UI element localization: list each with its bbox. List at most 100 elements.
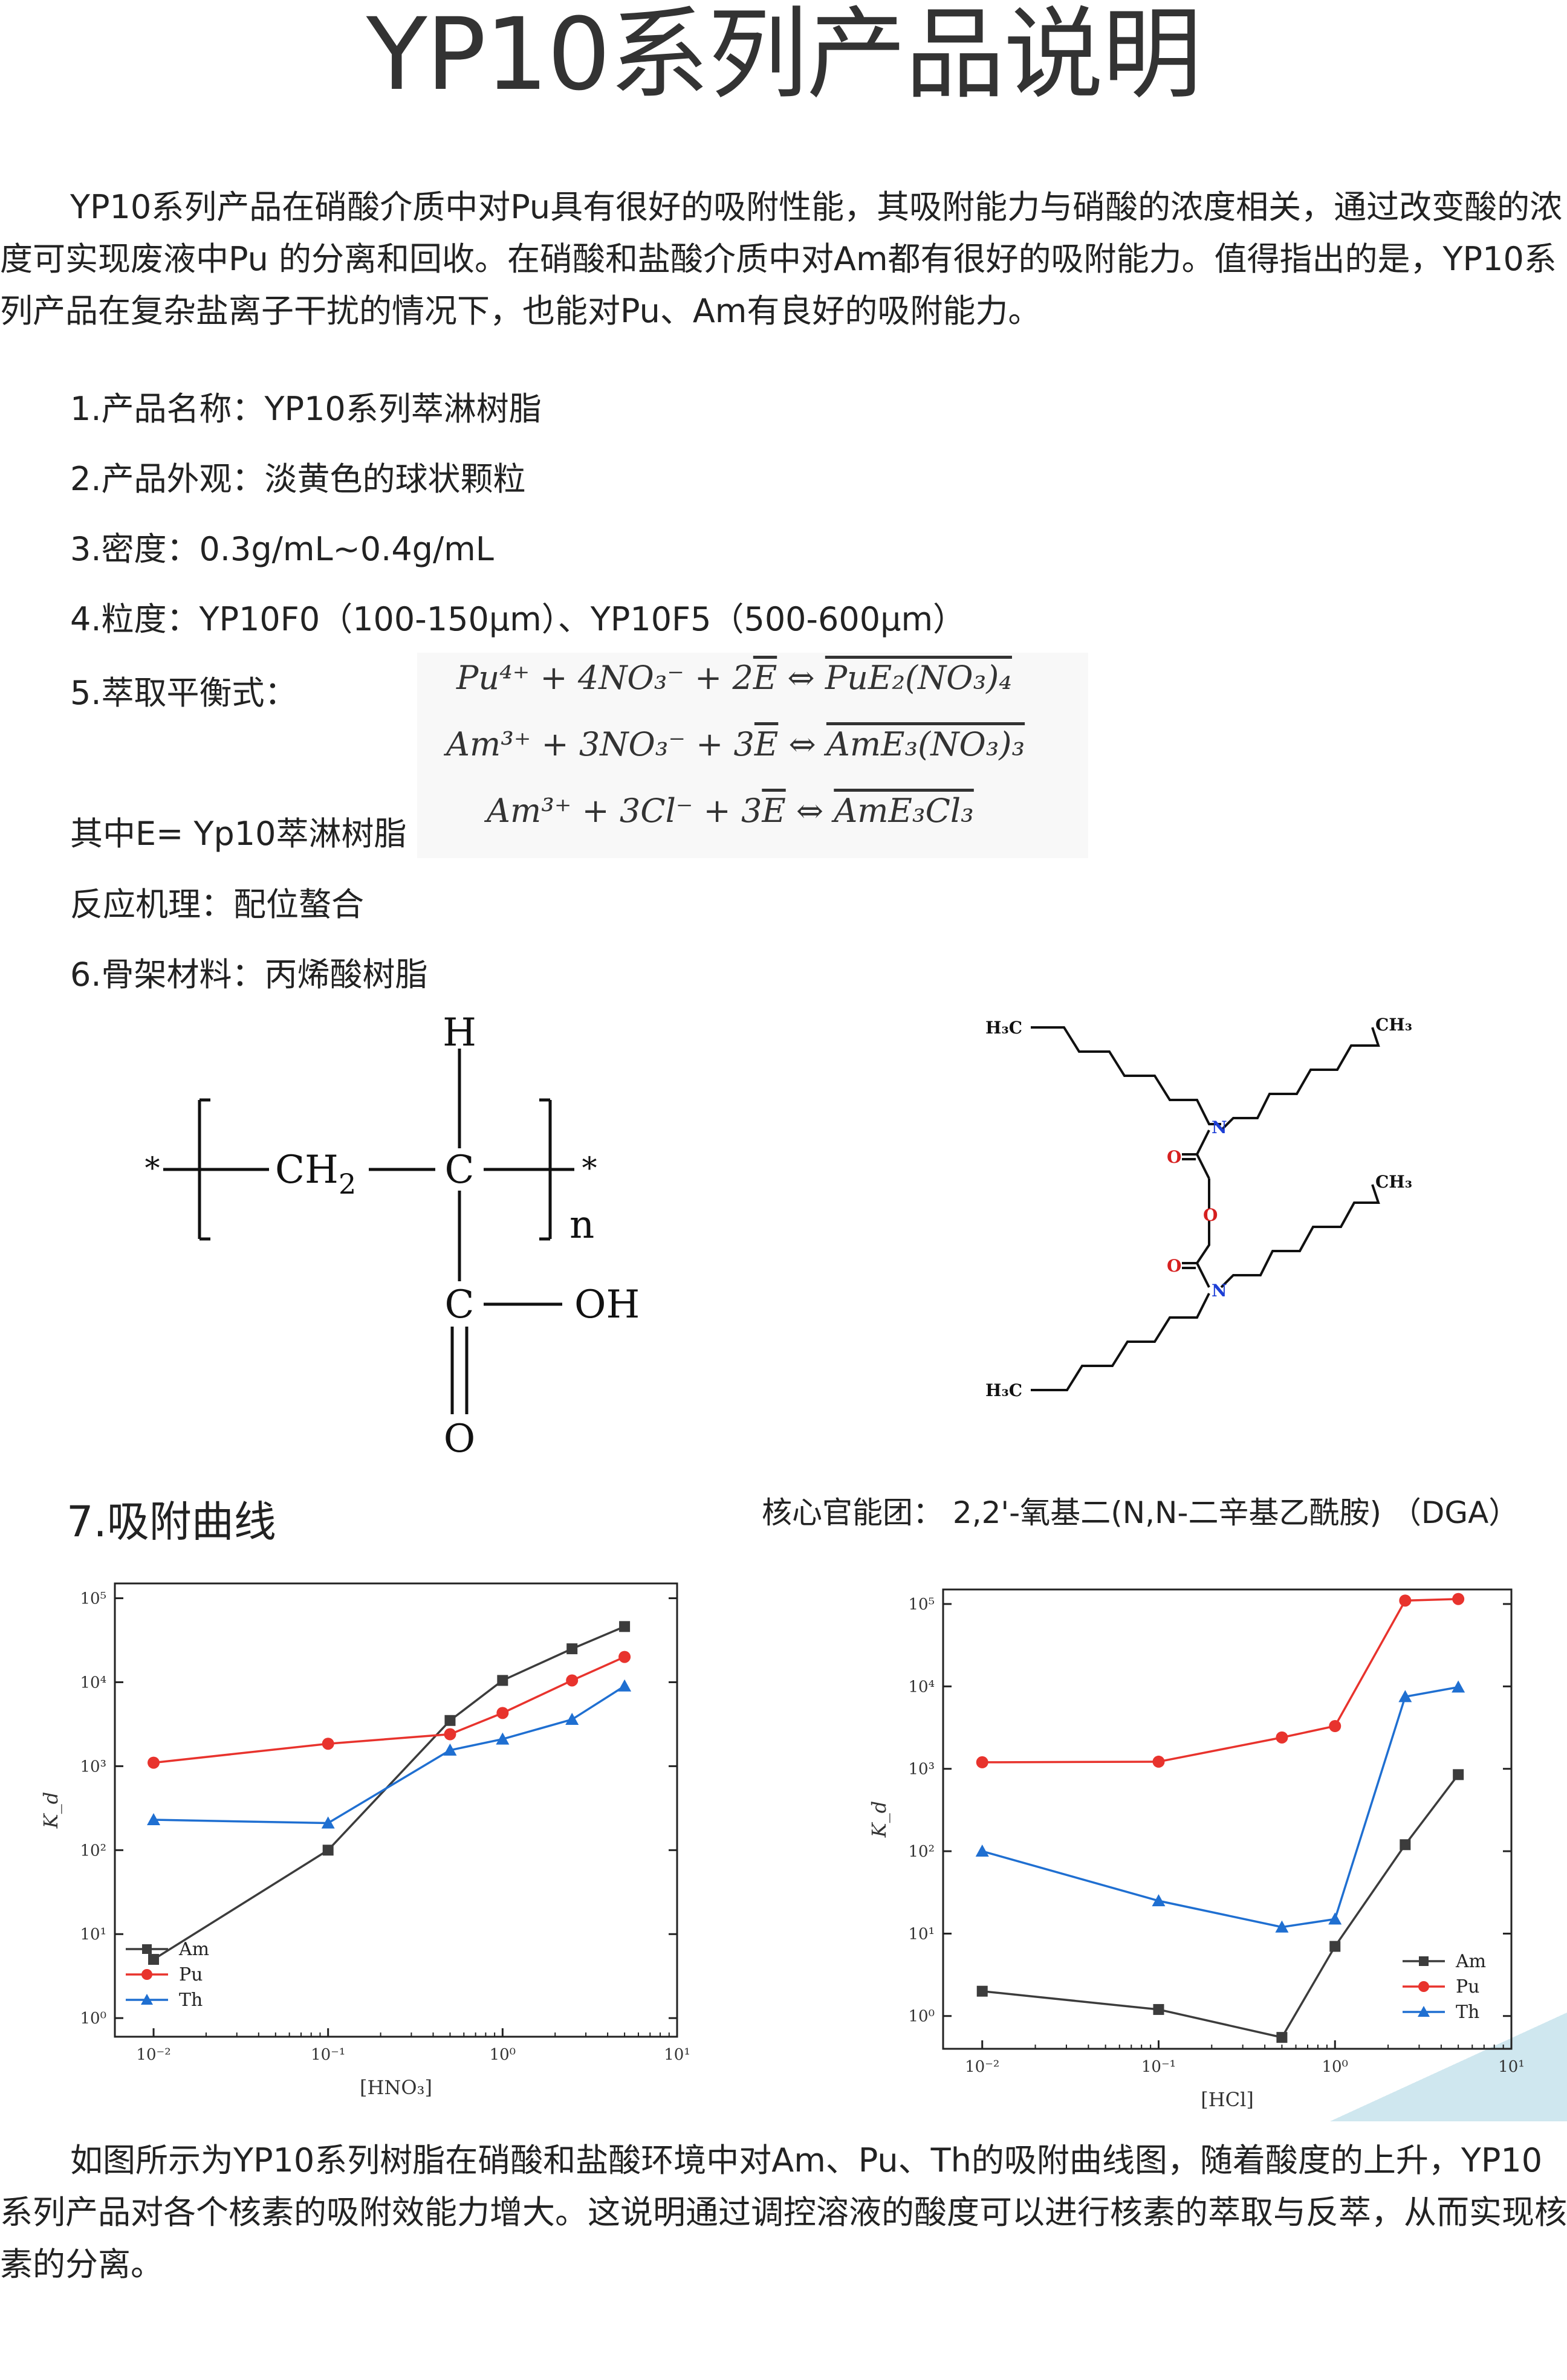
- chain-bottom-right: [1220, 1184, 1380, 1289]
- chain-top-right: [1220, 1027, 1380, 1131]
- ether-bottom: [1195, 1221, 1210, 1288]
- dga-h3c-top: H₃C: [985, 1018, 1022, 1038]
- chart-hno3: 10⁻² 10⁻¹ 10⁰ 10¹ 10⁰ 10¹ 10² 10³ 10⁴ 10⁵ [HNO₃] K_…: [24, 1571, 701, 2115]
- chart-frame: [942, 1588, 1513, 2050]
- y-axis-label: K_d: [868, 1801, 891, 1838]
- group-oh: OH: [574, 1282, 640, 1327]
- equation-rhs: AmE₃(NO₃)₃: [826, 725, 1025, 763]
- point-am: [444, 1715, 456, 1726]
- equation-rhs: PuE₂(NO₃)₄: [825, 659, 1012, 697]
- dga-n-top: N: [1212, 1117, 1227, 1137]
- legend-marker: [1418, 1981, 1429, 1992]
- decorative-corner: [1330, 2013, 1567, 2121]
- e-definition: 其中E= Yp10萃淋树脂: [70, 815, 407, 853]
- atom-c-carboxyl: C: [445, 1282, 475, 1327]
- point-th: [1328, 1912, 1342, 1925]
- dga-structure-svg: H₃C CH₃ CH₃ H₃C N N O O O: [985, 1015, 1412, 1400]
- equation-lhs: Am³⁺ + 3Cl⁻ + 3: [487, 792, 762, 830]
- point-am: [619, 1621, 631, 1632]
- polymer-structure: H * CH 2 C * n C OH O: [139, 1003, 683, 1475]
- dga-o-top: O: [1167, 1147, 1181, 1167]
- chart-hcl-svg: 10⁻² 10⁻¹ 10⁰ 10¹ 10⁰ 10¹ 10² 10³ 10⁴ 10⁵ [HCl] K_d…: [868, 1588, 1525, 2111]
- point-th: [321, 1816, 335, 1829]
- point-am: [1153, 2003, 1164, 2015]
- atom-ch: CH: [275, 1148, 339, 1192]
- dga-ch3-top: CH₃: [1375, 1015, 1412, 1035]
- x-tick-label: 10⁰: [1322, 2058, 1348, 2076]
- point-pu: [444, 1728, 456, 1741]
- equation-e: E: [753, 659, 777, 697]
- legend-label: Th: [179, 1990, 203, 2011]
- atom-o: O: [444, 1417, 475, 1461]
- point-am: [1276, 2032, 1288, 2043]
- point-pu: [566, 1674, 579, 1687]
- series-line-th: [154, 1685, 626, 1825]
- legend-marker: [141, 1969, 152, 1980]
- item-particle-size: 4.粒度：YP10F0（100-150μm）、YP10F5（500-600μm）: [70, 600, 966, 638]
- equation-rhs: AmE₃Cl₃: [834, 792, 974, 830]
- y-tick-label: 10¹: [80, 1926, 106, 1944]
- point-th: [565, 1713, 579, 1725]
- legend-marker: [141, 1994, 153, 2005]
- point-am: [1400, 1839, 1411, 1851]
- page-title: YP10系列产品说明: [366, 0, 1202, 112]
- equation-arrow: ⇔: [777, 659, 825, 697]
- polymer-structure-svg: H * CH 2 C * n C OH O: [145, 1011, 640, 1461]
- dga-o-bottom: O: [1167, 1256, 1181, 1276]
- point-th: [1398, 1690, 1412, 1703]
- point-am: [566, 1643, 578, 1655]
- equation-lhs: Am³⁺ + 3NO₃⁻ + 3: [446, 725, 754, 763]
- curves-heading: 7.吸附曲线: [67, 1497, 276, 1547]
- legend-marker: [1418, 2006, 1430, 2017]
- point-am: [148, 1954, 160, 1965]
- y-tick-label: 10²: [80, 1842, 106, 1860]
- point-am: [1329, 1941, 1341, 1952]
- equation-arrow: ⇔: [785, 792, 834, 830]
- legend-label: Pu: [179, 1964, 203, 1985]
- repeat-n: n: [569, 1203, 594, 1247]
- point-pu: [1452, 1593, 1465, 1605]
- atom-h: H: [443, 1011, 476, 1055]
- series-line-am: [153, 1625, 625, 1961]
- legend-label: Th: [1456, 2002, 1479, 2023]
- chain-bottom-left: [1031, 1293, 1210, 1391]
- conclusion-paragraph: 如图所示为YP10系列树脂在硝酸和盐酸环境中对Am、Pu、Th的吸附曲线图，随着…: [0, 2135, 1567, 2291]
- series-line-am: [982, 1774, 1459, 2039]
- chain-top-left: [1031, 1026, 1221, 1125]
- equations-box: [417, 653, 1088, 858]
- atom-c: C: [445, 1148, 475, 1192]
- equation-e: E: [762, 792, 786, 830]
- x-tick-label: 10⁻²: [965, 2058, 999, 2076]
- x-tick-label: 10⁻¹: [311, 2046, 345, 2064]
- y-tick-label: 10⁵: [80, 1589, 106, 1608]
- y-axis-label: K_d: [39, 1792, 62, 1829]
- dga-h3c-bottom: H₃C: [985, 1380, 1022, 1400]
- point-pu: [496, 1707, 509, 1719]
- point-pu: [1152, 1755, 1165, 1768]
- point-am: [322, 1845, 334, 1856]
- x-tick-label: 10¹: [664, 2046, 690, 2064]
- y-tick-label: 10⁴: [908, 1678, 935, 1696]
- y-tick-label: 10¹: [908, 1925, 935, 1943]
- point-th: [443, 1743, 457, 1756]
- point-am: [497, 1675, 508, 1686]
- legend-label: Pu: [1456, 1976, 1480, 1997]
- point-th: [1275, 1920, 1289, 1933]
- star-right: *: [582, 1151, 597, 1186]
- point-am: [976, 1985, 988, 1997]
- item-product-name: 1.产品名称：YP10系列萃淋树脂: [70, 390, 542, 428]
- y-tick-label: 10²: [908, 1843, 935, 1861]
- equation-lhs: Pu⁴⁺ + 4NO₃⁻ + 2: [456, 659, 753, 697]
- x-tick-label: 10⁻¹: [1141, 2058, 1176, 2076]
- intro-text: YP10系列产品在硝酸介质中对Pu具有很好的吸附性能，其吸附能力与硝酸的浓度相关…: [0, 188, 1563, 330]
- functional-group: 核心官能团： 2,2'-氧基二(N,N-二辛基乙酰胺) （DGA）: [762, 1495, 1519, 1530]
- point-th: [147, 1813, 161, 1826]
- star-left: *: [145, 1151, 160, 1186]
- point-th: [618, 1679, 632, 1692]
- amide-top: [1195, 1130, 1210, 1179]
- legend-label: Am: [1455, 1951, 1486, 1972]
- y-tick-label: 10⁰: [908, 2008, 935, 2026]
- item-density: 3.密度：0.3g/mL~0.4g/mL: [70, 530, 494, 568]
- equation-e: E: [754, 725, 779, 763]
- dga-ch3-bottom: CH₃: [1375, 1172, 1412, 1192]
